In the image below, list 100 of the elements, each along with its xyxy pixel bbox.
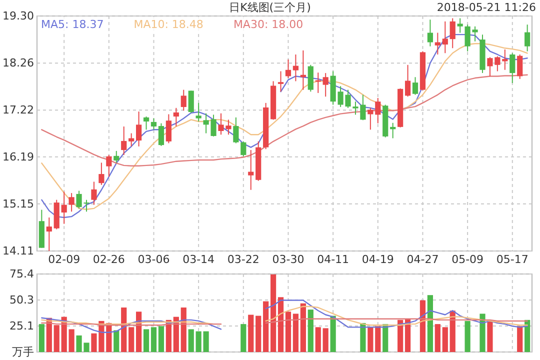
bar	[442, 327, 448, 352]
y-tick-label: 18.26	[2, 56, 34, 70]
candlestick	[173, 107, 179, 127]
candlestick	[128, 132, 134, 147]
x-tick-label: 04-27	[406, 252, 439, 266]
candlestick	[98, 162, 104, 186]
bar	[375, 326, 381, 352]
y-tick-label: 50.3	[10, 293, 34, 306]
chart-title: 日K线图(三个月)	[229, 1, 311, 14]
bar	[464, 320, 470, 352]
text: MA5: 18.37	[41, 18, 104, 31]
candlestick	[375, 97, 381, 124]
y-tick-label: 万手	[12, 346, 34, 359]
bar	[480, 314, 486, 352]
candlestick	[180, 89, 186, 112]
bar	[54, 325, 60, 352]
candlestick	[150, 118, 157, 130]
candlestick	[248, 150, 254, 190]
y-tick-label: 16.19	[2, 150, 34, 164]
candlestick	[502, 49, 508, 70]
candlestick	[450, 18, 456, 49]
candlestick	[412, 76, 418, 96]
bar	[68, 329, 74, 352]
candlestick	[196, 102, 202, 122]
bar	[256, 316, 262, 352]
candlestick	[434, 32, 440, 55]
bar	[263, 301, 269, 352]
text: MA10: 18.48	[134, 18, 204, 31]
candlestick	[106, 154, 112, 178]
x-tick-label: 05-09	[452, 252, 484, 266]
bar	[143, 329, 150, 352]
candlestick	[368, 107, 374, 130]
bar	[434, 324, 440, 352]
bar	[404, 318, 411, 352]
x-tick-label: 04-11	[317, 252, 350, 266]
x-tick-label: 03-22	[227, 252, 260, 266]
candlestick	[457, 18, 463, 34]
bar	[114, 330, 120, 352]
bar	[240, 324, 246, 352]
candlestick	[292, 54, 299, 82]
bar	[322, 328, 328, 352]
candlestick	[143, 116, 150, 130]
bar	[285, 312, 292, 352]
bar	[121, 308, 127, 352]
candlestick	[517, 54, 523, 80]
candlestick	[166, 114, 172, 144]
bar	[128, 327, 134, 352]
candlestick	[233, 116, 239, 144]
bar	[368, 327, 374, 352]
bar	[450, 310, 456, 352]
bar	[300, 303, 306, 352]
bar	[382, 324, 388, 352]
text: 2018-05-21 11:26	[436, 1, 536, 14]
bar	[136, 312, 142, 352]
candlestick	[278, 70, 284, 92]
bar	[278, 297, 284, 352]
bar	[150, 327, 157, 352]
candlestick	[136, 111, 142, 147]
bar	[292, 314, 299, 352]
candlestick	[114, 150, 120, 164]
bar	[38, 324, 44, 352]
bar	[330, 316, 336, 352]
x-tick-label: 04-19	[362, 252, 394, 266]
candlestick	[322, 72, 328, 98]
y-tick-label: 25.1	[10, 320, 34, 333]
y-tick-label: 15.15	[2, 197, 34, 210]
bar	[270, 274, 276, 352]
x-tick-label: 03-30	[272, 252, 304, 266]
bar	[188, 329, 194, 352]
candlestick	[68, 192, 74, 212]
bar	[524, 320, 530, 352]
x-tick-label: 05-17	[496, 252, 528, 266]
candlestick	[427, 19, 433, 47]
bar	[180, 308, 186, 352]
bar	[173, 316, 179, 352]
candlestick	[158, 122, 164, 146]
x-tick-label: 03-06	[138, 252, 170, 266]
candlestick	[188, 90, 194, 114]
bar	[158, 326, 164, 352]
candlestick	[524, 24, 530, 52]
bar	[427, 295, 433, 352]
y-tick-label: 75.4	[10, 268, 34, 281]
bar	[420, 300, 426, 352]
x-tick-label: 02-09	[48, 252, 80, 266]
candlestick	[121, 126, 127, 156]
candlestick	[308, 64, 314, 92]
candlestick	[240, 140, 246, 157]
candlestick	[404, 64, 411, 98]
bar	[315, 327, 321, 352]
y-tick-label: 14.11	[2, 244, 34, 258]
bar	[360, 323, 366, 352]
bar	[487, 320, 493, 352]
bar	[308, 310, 314, 352]
text: MA30: 18.00	[233, 18, 304, 31]
candlestick	[442, 20, 448, 54]
candlestick	[510, 52, 516, 84]
bar	[517, 326, 523, 352]
candlestick	[61, 191, 67, 224]
bar	[398, 320, 404, 352]
bar	[248, 314, 254, 352]
